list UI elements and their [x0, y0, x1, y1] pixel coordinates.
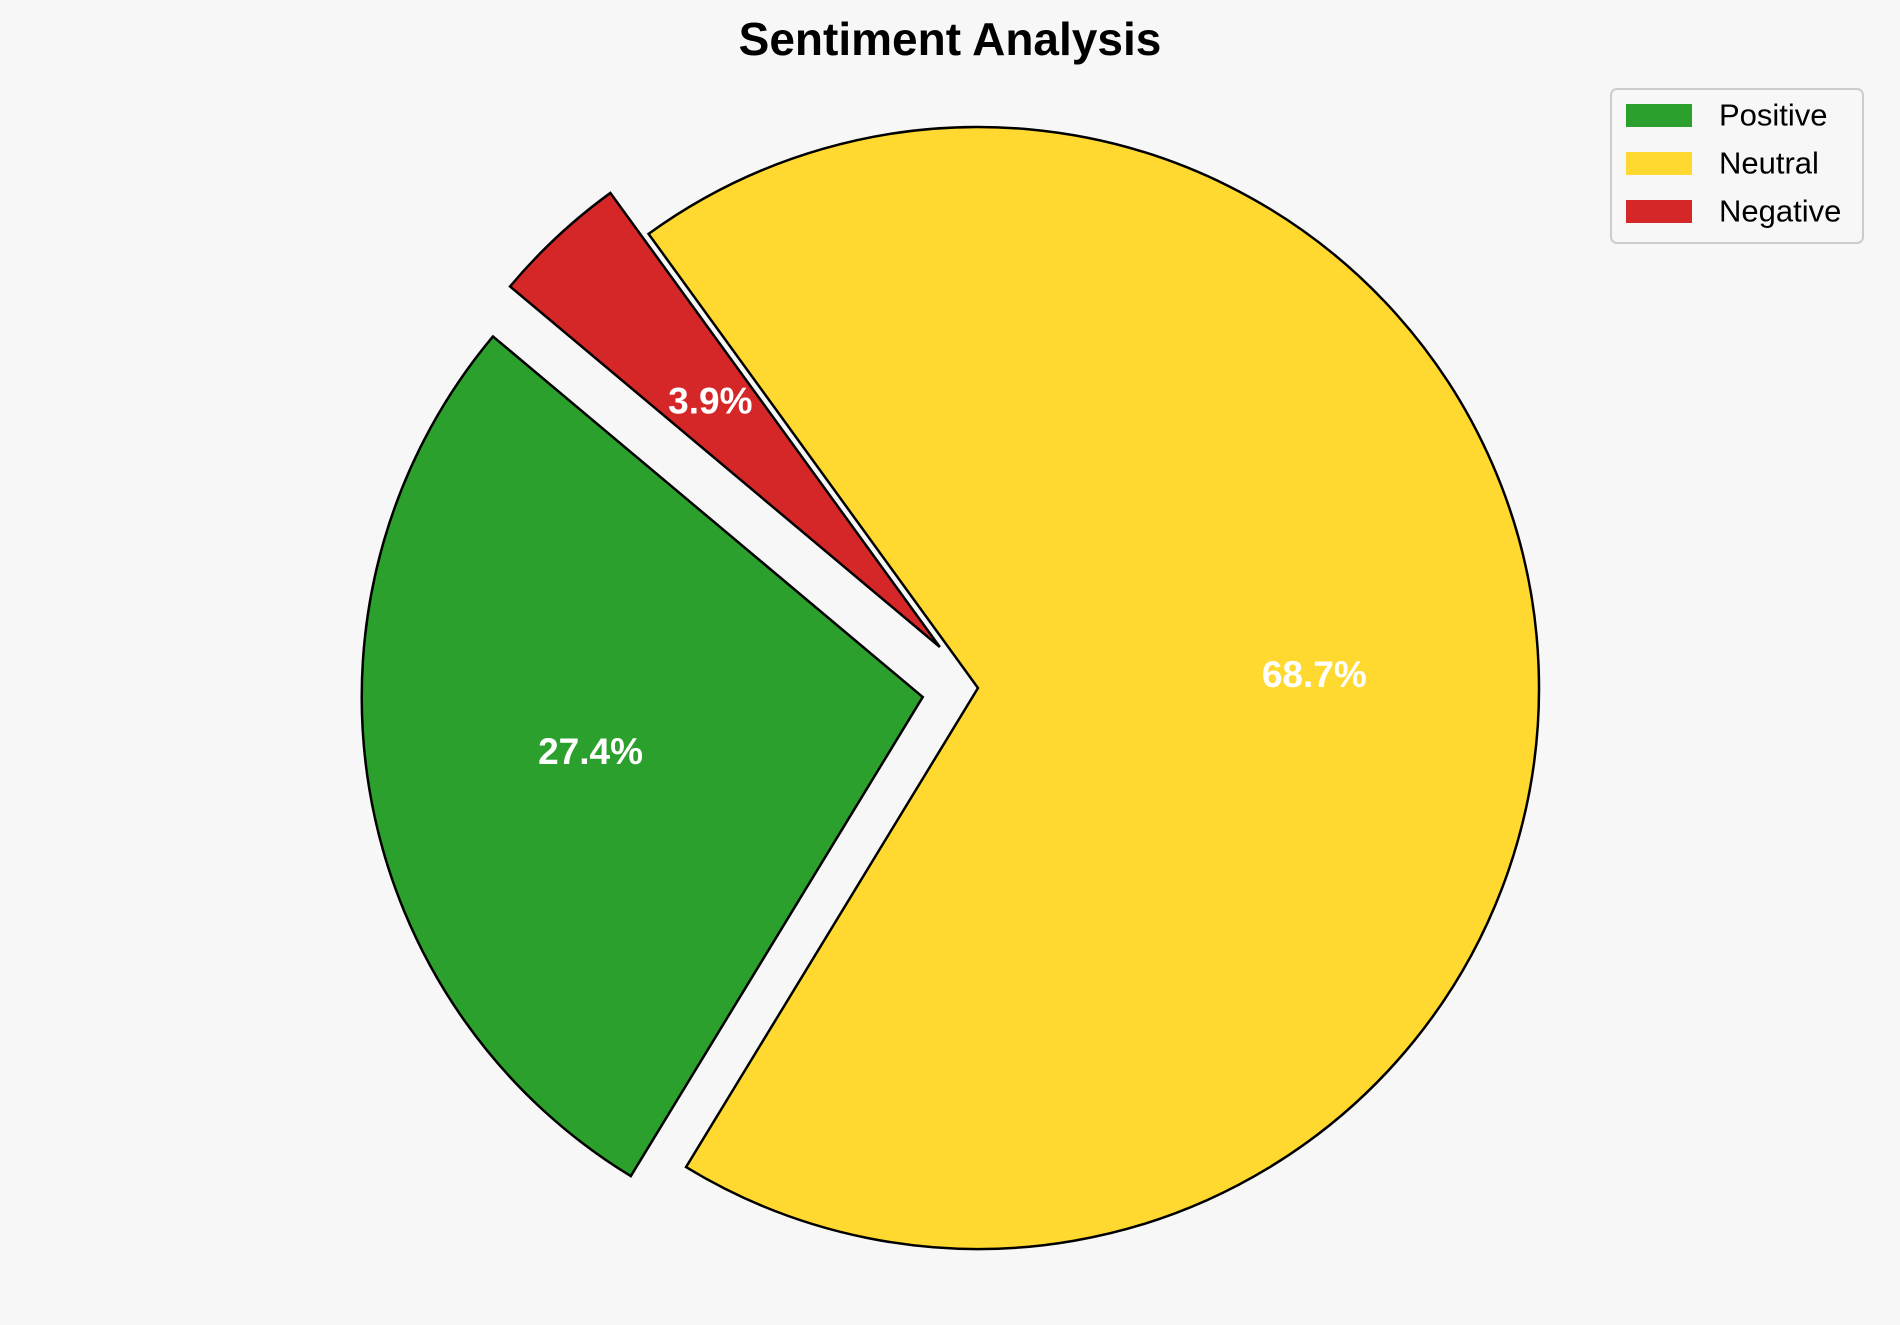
legend-swatch-neutral [1626, 152, 1692, 175]
pie-slice-positive [360, 334, 925, 1178]
legend-label-neutral: Neutral [1719, 146, 1819, 181]
pie-slice-neutral [646, 125, 1541, 1251]
pie-slice-label-positive: 27.4% [538, 731, 643, 772]
legend-swatch-negative [1626, 200, 1692, 223]
legend-swatch-positive [1626, 104, 1692, 127]
pie-slice-label-neutral: 68.7% [1262, 654, 1367, 695]
pie-slice-label-negative: 3.9% [668, 380, 752, 421]
pie-slices [360, 125, 1541, 1251]
legend-entries: Positive Neutral Negative [1626, 98, 1841, 229]
pie-slice-negative [508, 191, 941, 648]
legend-label-negative: Negative [1719, 194, 1841, 229]
legend: Positive Neutral Negative [1610, 88, 1864, 244]
chart-title: Sentiment Analysis [739, 13, 1162, 65]
pie-slice-labels: 27.4% 68.7% 3.9% [538, 380, 1367, 772]
legend-label-positive: Positive [1719, 98, 1828, 133]
